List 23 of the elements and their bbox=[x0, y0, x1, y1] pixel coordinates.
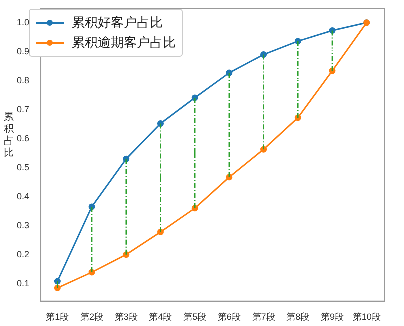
legend-label: 累积逾期客户占比 bbox=[72, 35, 176, 52]
y-tick-label: 1.0 bbox=[16, 17, 30, 28]
y-axis-title: 累积占比 bbox=[4, 112, 15, 160]
y-tick-label: 0.2 bbox=[16, 249, 30, 260]
x-tick-label: 第1段 bbox=[46, 312, 70, 322]
x-tick-label: 第2段 bbox=[80, 312, 104, 322]
y-tick-label: 0.3 bbox=[16, 220, 30, 230]
x-tick-label: 第4段 bbox=[149, 312, 172, 322]
y-tick-label: 0.5 bbox=[16, 162, 30, 172]
legend-label: 累积好客户占比 bbox=[72, 15, 163, 32]
x-tick-label: 第7段 bbox=[252, 312, 276, 322]
x-tick-label: 第10段 bbox=[352, 312, 381, 322]
x-tick-label: 第3段 bbox=[114, 312, 138, 322]
y-tick-label: 0.7 bbox=[16, 104, 30, 114]
y-tick-label: 0.6 bbox=[16, 133, 30, 144]
y-tick-label: 0.4 bbox=[16, 191, 30, 202]
x-tick-label: 第5段 bbox=[184, 312, 207, 322]
y-tick-label: 0.1 bbox=[16, 278, 30, 288]
x-tick-label: 第9段 bbox=[320, 312, 344, 322]
x-tick-label: 第6段 bbox=[218, 312, 241, 322]
y-tick-label: 0.8 bbox=[16, 75, 30, 86]
x-tick-label: 第8段 bbox=[286, 312, 310, 322]
y-tick-label: 0.9 bbox=[16, 46, 30, 56]
